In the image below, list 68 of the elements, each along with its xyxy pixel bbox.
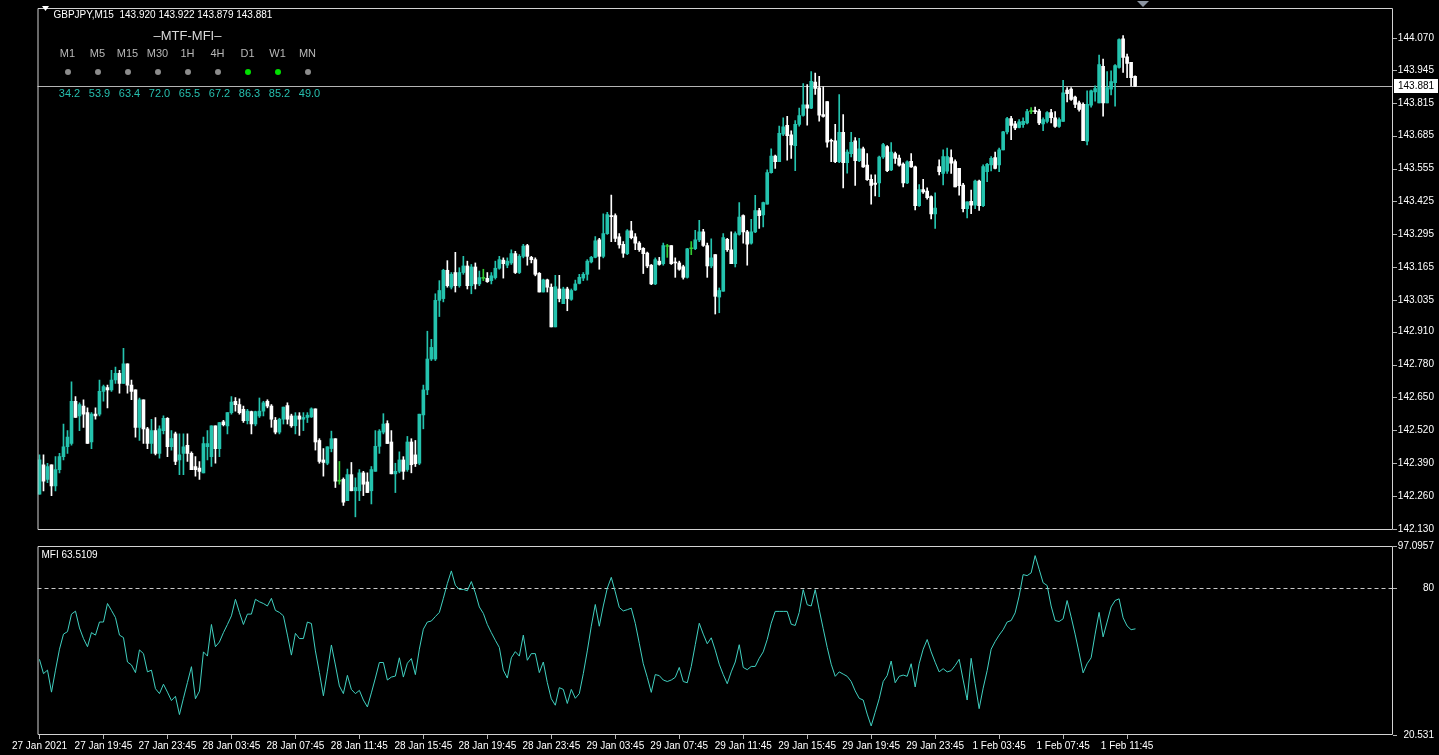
annotation: M30 (146, 46, 169, 60)
annotation: 49.0 (298, 86, 321, 100)
annotation: –MTF-MFI– (153, 27, 222, 43)
annotation: 86.3 (238, 86, 261, 100)
annotation: 34.2 (58, 86, 81, 100)
candlestick (785, 115, 790, 161)
x-tick-label: 1 Feb 11:45 (1100, 739, 1154, 751)
y-tick-label: 143.685 (1397, 129, 1435, 141)
x-tick-label: 28 Jan 15:45 (394, 739, 453, 751)
y-tick-label: 144.070 (1397, 32, 1435, 44)
annotation: 72.0 (148, 86, 171, 100)
y-tick-label: 97.0957 (1397, 539, 1435, 551)
annotation: 53.9 (88, 86, 111, 100)
annotation: 1H (180, 46, 195, 60)
y-tick-label: 143.815 (1397, 96, 1435, 108)
candlestick (689, 241, 694, 255)
x-tick-label: 28 Jan 07:45 (266, 739, 325, 751)
candlestick (1029, 107, 1033, 115)
y-tick-label: 142.520 (1397, 424, 1435, 436)
candlestick (665, 243, 670, 258)
candlestick (933, 192, 937, 229)
y-tick-label: 80 (1422, 581, 1435, 593)
y-tick-label: 142.910 (1397, 325, 1435, 337)
y-tick-label: 20.531 (1403, 728, 1435, 740)
candlestick (969, 189, 973, 214)
candlestick (501, 257, 506, 279)
annotation: M15 (116, 46, 139, 60)
x-tick-label: 1 Feb 07:45 (1036, 739, 1091, 751)
x-tick-label: 29 Jan 19:45 (842, 739, 901, 751)
annotation: D1 (240, 46, 255, 60)
ref-line-label: 143.881 (1398, 80, 1435, 92)
x-tick-label: 28 Jan 19:45 (458, 739, 517, 751)
x-tick-label: 27 Jan 2021 (11, 739, 68, 751)
annotation: 85.2 (268, 86, 291, 100)
y-tick-label: 143.425 (1397, 195, 1435, 207)
x-tick-label: 29 Jan 11:45 (714, 739, 773, 751)
y-tick-label: 142.390 (1397, 456, 1435, 468)
x-tick-label: 1 Feb 03:45 (972, 739, 1027, 751)
chart-title: MFI 63.5109 (41, 548, 99, 560)
annotation: 63.4 (118, 86, 141, 100)
x-tick-label: 27 Jan 23:45 (138, 739, 197, 751)
annotation: W1 (269, 46, 286, 60)
y-tick-label: 143.945 (1397, 63, 1435, 75)
candlestick (873, 174, 878, 197)
y-tick-label: 143.555 (1397, 162, 1435, 174)
chart-title: GBPJPY,M15 143.920 143.922 143.879 143.881 (53, 8, 273, 20)
x-tick-label: 29 Jan 15:45 (778, 739, 837, 751)
y-tick-label: 143.165 (1397, 260, 1435, 272)
y-tick-label: 143.035 (1397, 293, 1435, 305)
y-tick-label: 142.650 (1397, 391, 1435, 403)
y-tick-label: 142.260 (1397, 489, 1435, 501)
annotation: M1 (59, 46, 76, 60)
x-tick-label: 29 Jan 23:45 (906, 739, 965, 751)
x-tick-label: 28 Jan 23:45 (522, 739, 581, 751)
x-tick-label: 28 Jan 11:45 (330, 739, 389, 751)
annotation: M5 (89, 46, 106, 60)
y-tick-label: 142.780 (1397, 358, 1435, 370)
x-tick-label: 28 Jan 03:45 (202, 739, 261, 751)
annotation: MN (298, 46, 317, 60)
annotation: 65.5 (178, 86, 201, 100)
y-tick-label: 143.295 (1397, 228, 1435, 240)
x-tick-label: 29 Jan 07:45 (650, 739, 709, 751)
y-tick-label: 142.130 (1397, 522, 1435, 534)
annotation: 4H (210, 46, 225, 60)
candlestick (609, 194, 614, 243)
annotation: 67.2 (208, 86, 231, 100)
x-tick-label: 27 Jan 19:45 (74, 739, 133, 751)
x-tick-label: 29 Jan 03:45 (586, 739, 645, 751)
